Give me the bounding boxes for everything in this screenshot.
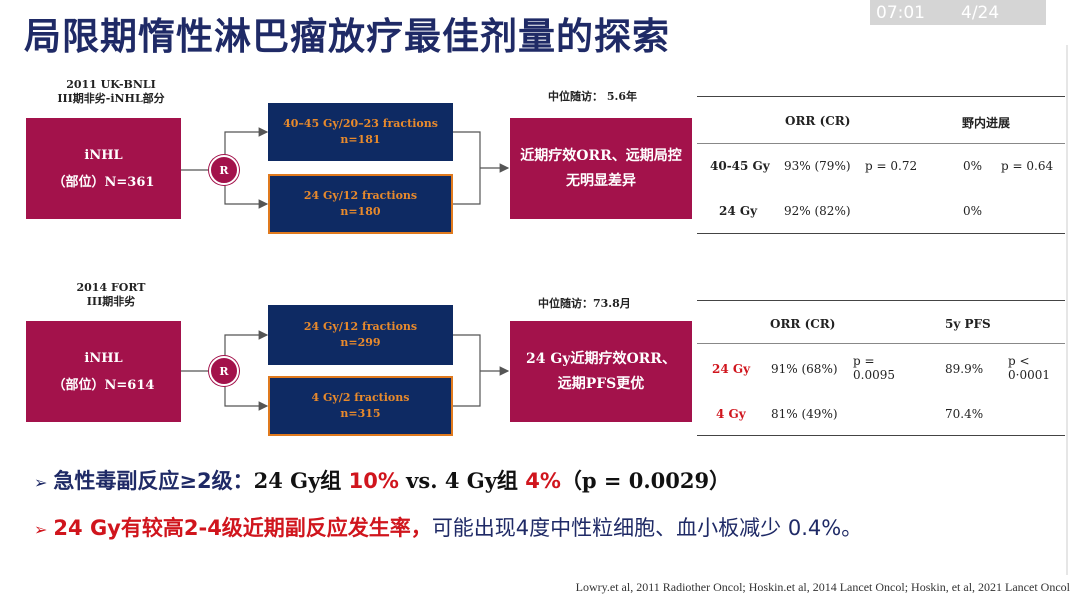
study2-table-header-rule (697, 343, 1065, 344)
study2-arm2-n: n=315 (340, 407, 381, 420)
study2-arm2-dose: 4 Gy/2 fractions (311, 391, 410, 404)
bullet-arrow-icon: ➢ (34, 520, 48, 539)
bullet1-prefix: 急性毒副反应≥2级： (53, 469, 254, 493)
page-title: 局限期惰性淋巴瘤放疗最佳剂量的探索 (24, 15, 670, 58)
study2-table-bottom-rule (697, 435, 1065, 436)
study1-randomization-circle: R (209, 155, 239, 185)
study1-arm2-dose: 24 Gy/12 fractions (303, 189, 418, 202)
study2-population-name: iNHL (84, 350, 123, 366)
playback-time: 07:01 (876, 2, 925, 23)
study2-row2-orr: 81% (49%) (771, 407, 838, 421)
bullet-arrow-icon: ➢ (34, 473, 48, 492)
study1-row1-p1: p = 0.72 (865, 159, 918, 173)
study1-header-infield: 野内进展 (962, 116, 1011, 130)
bullet2-main: 24 Gy有较高2-4级近期副反应发生率， (53, 516, 432, 540)
study2-row2-pfs: 70.4% (945, 407, 984, 421)
study1-result-box: 近期疗效ORR、远期局控 无明显差异 (510, 118, 692, 219)
study1-followup: 中位随访： 5.6年 (548, 90, 637, 103)
study1-table-bottom-rule (697, 233, 1065, 234)
study2-arm2-box: 4 Gy/2 fractions n=315 (268, 376, 453, 436)
right-edge-divider (1066, 45, 1068, 575)
study2-row1-orr: 91% (68%) (771, 362, 838, 376)
study2-arm1-n: n=299 (340, 336, 381, 349)
study2-header-pfs: 5y PFS (945, 317, 991, 331)
study2-row1-p2-line1: p < (1008, 354, 1030, 368)
study2-followup: 中位随访：73.8月 (538, 297, 631, 310)
study2-population-box: iNHL （部位）N=614 (26, 321, 181, 422)
study1-label: 2011 UK-BNLI III期非劣-iNHL部分 (56, 78, 166, 106)
bullet1-group1: 24 Gy组 (253, 468, 349, 493)
study1-result-line1: 近期疗效ORR、远期局控 (520, 147, 682, 164)
bullet1-value1: 10% (348, 469, 399, 493)
study1-table-header-rule (697, 143, 1065, 144)
study2-row1-p1: p = 0.0095 (853, 354, 895, 382)
study1-arm1-n: n=181 (340, 133, 381, 146)
study2-row1-pfs: 89.9% (945, 362, 984, 376)
bullet2-rest: 可能出现4度中性粒细胞、血小板减少 0.4%。 (431, 516, 863, 540)
study1-row1-p2: p = 0.64 (1001, 159, 1054, 173)
study2-label: 2014 FORT III期非劣 (56, 281, 166, 309)
study1-label-line2: III期非劣-iNHL部分 (57, 92, 165, 105)
references: Lowry.et al, 2011 Radiother Oncol; Hoski… (575, 580, 1070, 594)
study2-arm1-dose: 24 Gy/12 fractions (303, 320, 418, 333)
study2-header-orr: ORR (CR) (770, 317, 836, 331)
study1-arm1-dose: 40–45 Gy/20–23 fractions (283, 117, 438, 130)
study1-row1-orr: 93% (79%) (784, 159, 851, 173)
study1-table-top-rule (697, 96, 1065, 97)
study2-row1-p1-line1: p = (853, 354, 875, 368)
study2-row1-p2: p < 0·0001 (1008, 354, 1050, 382)
study2-randomization-circle: R (209, 356, 239, 386)
bullet1-value2: 4% (525, 469, 561, 493)
bullet-acute-toxicity: ➢ 急性毒副反应≥2级：24 Gy组 10% vs. 4 Gy组 4%（p = 0… (34, 465, 730, 495)
study2-table-top-rule (697, 300, 1065, 301)
study2-result-line2: 远期PFS更优 (557, 375, 645, 392)
study2-label-line2: III期非劣 (86, 295, 136, 308)
study2-row1-p1-line2: 0.0095 (853, 368, 895, 382)
bullet-side-effects: ➢ 24 Gy有较高2-4级近期副反应发生率，可能出现4度中性粒细胞、血小板减少 … (34, 512, 862, 542)
study2-arm1-box: 24 Gy/12 fractions n=299 (268, 305, 453, 365)
study1-header-orr: ORR (CR) (785, 114, 851, 128)
study2-label-line1: 2014 FORT (76, 281, 146, 294)
study2-result-line1: 24 Gy近期疗效ORR、 (526, 350, 676, 367)
study1-population-n: （部位）N=361 (52, 174, 155, 190)
study1-row1-infield: 0% (963, 159, 983, 173)
study2-row1-label: 24 Gy (712, 362, 751, 376)
study1-population-name: iNHL (84, 147, 123, 163)
study1-row2-label: 24 Gy (719, 204, 758, 218)
video-timebar: 07:01 4/24 (870, 0, 1046, 25)
bullet1-vs: vs. 4 Gy组 (398, 468, 526, 493)
study2-population-n: （部位）N=614 (52, 377, 155, 393)
study1-label-line1: 2011 UK-BNLI (66, 78, 156, 91)
slide-counter: 4/24 (961, 2, 1000, 23)
study2-result-box: 24 Gy近期疗效ORR、 远期PFS更优 (510, 321, 692, 422)
study1-row1-label: 40-45 Gy (710, 159, 770, 173)
study1-row2-orr: 92% (82%) (784, 204, 851, 218)
study1-population-box: iNHL （部位）N=361 (26, 118, 181, 219)
study2-row2-label: 4 Gy (716, 407, 746, 421)
study1-arm2-n: n=180 (340, 205, 381, 218)
study1-row2-infield: 0% (963, 204, 983, 218)
study2-row1-p2-line2: 0·0001 (1008, 368, 1050, 382)
study1-arm2-box: 24 Gy/12 fractions n=180 (268, 174, 453, 234)
study1-result-line2: 无明显差异 (566, 172, 636, 189)
bullet1-pvalue: （p = 0.0029） (560, 468, 731, 493)
study1-arm1-box: 40–45 Gy/20–23 fractions n=181 (268, 103, 453, 161)
